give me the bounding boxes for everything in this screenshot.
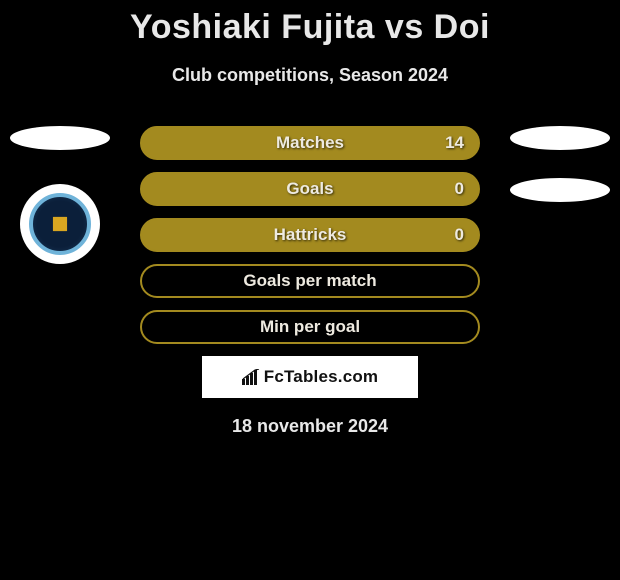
stat-row-goals-per-match: Goals per match <box>140 264 480 298</box>
club-badge-left <box>20 184 100 264</box>
player-right-placeholder-2 <box>510 178 610 202</box>
brand-attribution[interactable]: FcTables.com <box>202 356 418 398</box>
stat-value-right: 14 <box>445 133 464 153</box>
bar-chart-icon <box>242 369 260 385</box>
stat-value-right: 0 <box>455 225 464 245</box>
brand-text: FcTables.com <box>264 367 379 387</box>
subtitle: Club competitions, Season 2024 <box>0 65 620 86</box>
stat-label: Hattricks <box>274 225 347 245</box>
stat-row-matches: Matches 14 <box>140 126 480 160</box>
date-footer: 18 november 2024 <box>0 416 620 437</box>
stat-row-min-per-goal: Min per goal <box>140 310 480 344</box>
player-right-placeholder-1 <box>510 126 610 150</box>
stat-rows: Matches 14 Goals 0 Hattricks 0 Goals per… <box>140 126 480 344</box>
stat-label: Goals <box>286 179 333 199</box>
club-badge-icon <box>29 193 91 255</box>
player-left-placeholder <box>10 126 110 150</box>
stat-row-hattricks: Hattricks 0 <box>140 218 480 252</box>
stat-row-goals: Goals 0 <box>140 172 480 206</box>
page-title: Yoshiaki Fujita vs Doi <box>0 0 620 47</box>
stat-label: Matches <box>276 133 344 153</box>
stat-label: Goals per match <box>243 271 376 291</box>
stat-value-right: 0 <box>455 179 464 199</box>
stat-label: Min per goal <box>260 317 360 337</box>
comparison-panel: Matches 14 Goals 0 Hattricks 0 Goals per… <box>0 126 620 437</box>
